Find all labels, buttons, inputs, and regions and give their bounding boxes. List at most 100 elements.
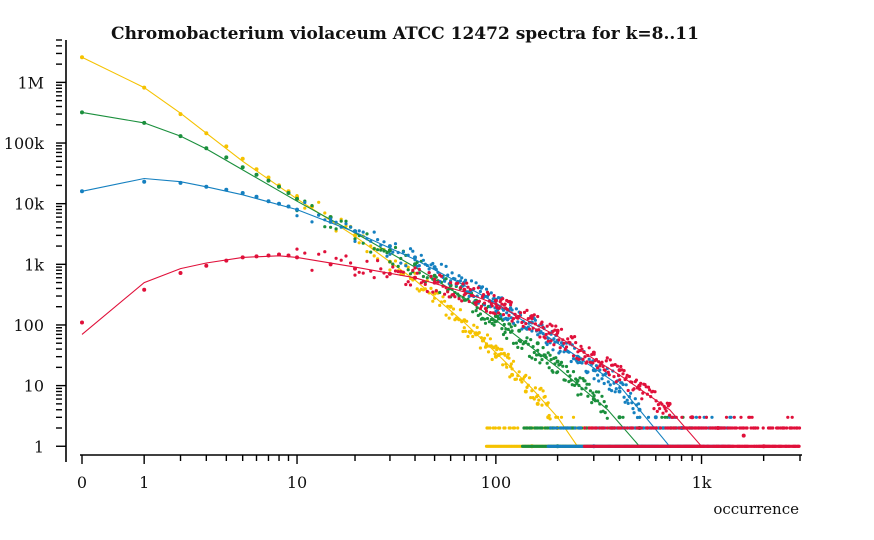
scatter-point [587, 346, 591, 350]
data-point [353, 266, 357, 271]
scatter-point [472, 323, 476, 327]
scatter-point [446, 290, 450, 294]
scatter-point [665, 415, 669, 419]
scatter-point [704, 415, 709, 419]
scatter-point [547, 331, 551, 335]
scatter-point [503, 302, 507, 306]
scatter-point [509, 325, 513, 329]
scatter-point [739, 415, 743, 419]
scatter-point [401, 270, 405, 274]
scatter-point [369, 269, 373, 273]
data-point [178, 112, 183, 117]
scatter-point [433, 277, 437, 281]
x-tick-label: 1k [692, 473, 712, 492]
scatter-point [413, 266, 417, 270]
scatter-point [461, 329, 465, 334]
scatter-point [505, 308, 510, 312]
scatter-point [540, 320, 544, 324]
scatter-point [479, 336, 483, 340]
scatter-point [353, 237, 357, 241]
scatter-point [463, 292, 468, 296]
scatter-point [385, 251, 389, 255]
scatter-point [543, 336, 547, 340]
scatter-point [406, 268, 410, 272]
scatter-point [681, 426, 685, 430]
scatter-point [579, 392, 583, 396]
scatter-point [511, 359, 516, 363]
scatter-point [602, 400, 606, 404]
scatter-point [520, 320, 524, 325]
data-point [555, 328, 560, 333]
scatter-point [785, 426, 789, 430]
data-point [286, 191, 291, 195]
scatter-point [661, 411, 665, 415]
data-point [224, 187, 229, 192]
scatter-point [471, 294, 475, 298]
data-point [277, 201, 281, 206]
scatter-point [508, 426, 512, 430]
scatter-point [571, 354, 576, 358]
scatter-point [571, 415, 576, 419]
scatter-point [729, 415, 733, 419]
data-point [510, 372, 515, 377]
scatter-point [525, 336, 529, 340]
scatter-point [339, 225, 343, 229]
series-layer [80, 55, 802, 449]
scatter-point [577, 383, 581, 388]
y-tick-label: 100 [13, 316, 44, 335]
scatter-point [460, 299, 464, 303]
scatter-point [522, 310, 527, 314]
scatter-point [555, 426, 559, 430]
scatter-point [539, 330, 543, 334]
scatter-point [465, 281, 469, 285]
scatter-point [423, 287, 427, 291]
scatter-point [458, 308, 462, 312]
data-point [80, 320, 84, 325]
data-point [741, 433, 746, 438]
scatter-point [323, 250, 327, 254]
scatter-point [574, 341, 578, 345]
scatter-point [385, 254, 389, 258]
y-tick-label: 1 [34, 437, 44, 456]
scatter-point [558, 349, 562, 353]
scatter-point [567, 380, 571, 384]
scatter-point [579, 426, 583, 430]
scatter-point [612, 375, 616, 379]
scatter-point [372, 230, 376, 234]
scatter-point [680, 415, 684, 419]
scatter-point [588, 389, 593, 393]
scatter-point [576, 393, 580, 397]
scatter-point [559, 415, 564, 419]
data-point [277, 252, 281, 257]
scatter-point [668, 413, 672, 417]
data-point [591, 350, 596, 355]
scatter-point [344, 254, 348, 258]
scatter-point [443, 279, 447, 283]
scatter-point [583, 426, 587, 430]
data-point [266, 175, 271, 180]
scatter-point [457, 274, 461, 278]
scatter-point [797, 426, 802, 430]
data-point [240, 165, 245, 170]
scatter-point [626, 388, 630, 393]
scatter-point [520, 327, 524, 331]
scatter-point [554, 324, 558, 328]
scatter-point [546, 351, 550, 355]
scatter-point [537, 328, 541, 332]
y-tick-label: 1k [24, 255, 44, 274]
scatter-point [610, 389, 614, 393]
scatter-point [598, 402, 602, 406]
x-tick-label: 0 [77, 473, 87, 492]
scatter-point [518, 378, 523, 382]
scatter-point [379, 267, 383, 271]
scatter-point [531, 326, 535, 330]
scatter-point [357, 270, 361, 274]
scatter-point [444, 264, 448, 268]
scatter-point [594, 357, 599, 362]
scatter-point [615, 364, 620, 368]
scatter-point [516, 374, 520, 378]
scatter-point [601, 364, 605, 369]
scatter-point [619, 364, 623, 369]
scatter-point [549, 339, 553, 343]
data-point [295, 196, 299, 201]
